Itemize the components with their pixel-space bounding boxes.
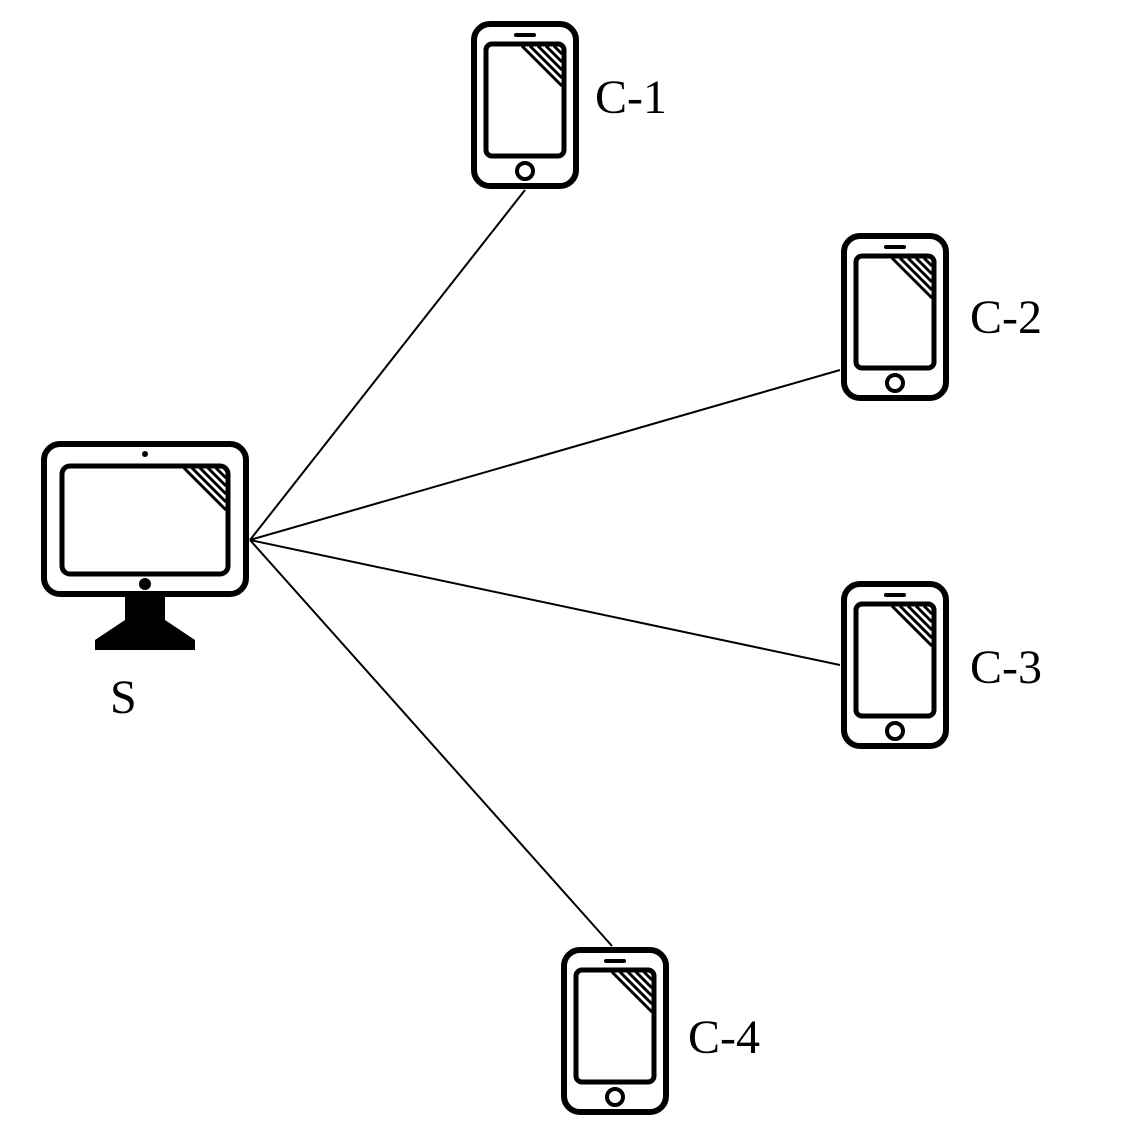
- edge-C-1: [250, 190, 525, 540]
- client-label-C-1: C-1: [595, 70, 667, 125]
- edge-C-2: [250, 370, 840, 540]
- client-node-C-2: [840, 232, 950, 407]
- client-node-C-3: [840, 580, 950, 755]
- phone-icon: [470, 20, 580, 190]
- edge-C-4: [250, 540, 612, 946]
- client-label-C-4: C-4: [688, 1010, 760, 1065]
- phone-icon: [560, 946, 670, 1116]
- network-diagram: S C-1: [0, 0, 1147, 1146]
- client-label-C-2: C-2: [970, 290, 1042, 345]
- monitor-icon: [40, 440, 250, 660]
- server-node: [40, 440, 250, 665]
- server-label: S: [110, 670, 137, 725]
- phone-icon: [840, 232, 950, 402]
- client-node-C-1: [470, 20, 580, 195]
- client-label-C-3: C-3: [970, 640, 1042, 695]
- edge-C-3: [250, 540, 840, 665]
- phone-icon: [840, 580, 950, 750]
- client-node-C-4: [560, 946, 670, 1121]
